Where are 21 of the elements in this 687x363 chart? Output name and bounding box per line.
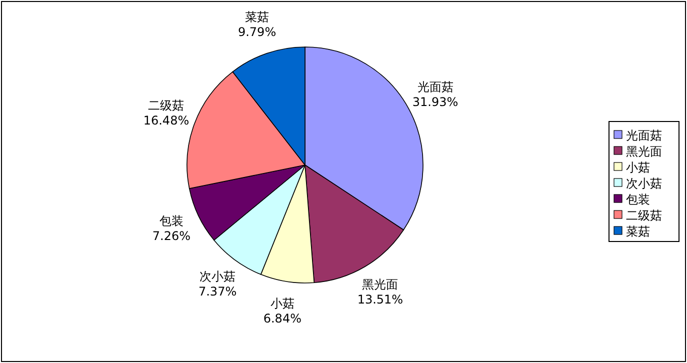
slice-label: 次小菇 (200, 269, 236, 284)
slice-label: 包装 (159, 214, 184, 228)
slice-label: 黑光面 (362, 277, 398, 292)
slice-label: 二级菇 (148, 98, 184, 113)
legend-label: 包装 (626, 192, 650, 206)
legend-label: 二级菇 (626, 208, 662, 222)
slice-label: 菜菇 (245, 10, 270, 24)
slice-label: 小菇 (270, 296, 294, 310)
legend-label: 次小菇 (626, 176, 662, 190)
legend-label: 小菇 (626, 160, 650, 174)
data-label: 16.48% (143, 114, 190, 128)
data-label: 6.84% (263, 311, 302, 326)
data-label: 9.79% (238, 24, 276, 39)
data-label: 13.51% (357, 292, 404, 306)
legend-label: 黑光面 (626, 144, 662, 158)
slice-label: 光面菇 (417, 80, 454, 94)
data-label: 7.37% (198, 284, 237, 298)
legend-label: 菜菇 (626, 224, 650, 238)
data-label: 31.93% (412, 94, 458, 109)
legend-label: 光面菇 (626, 128, 662, 142)
data-label: 7.26% (152, 228, 190, 243)
